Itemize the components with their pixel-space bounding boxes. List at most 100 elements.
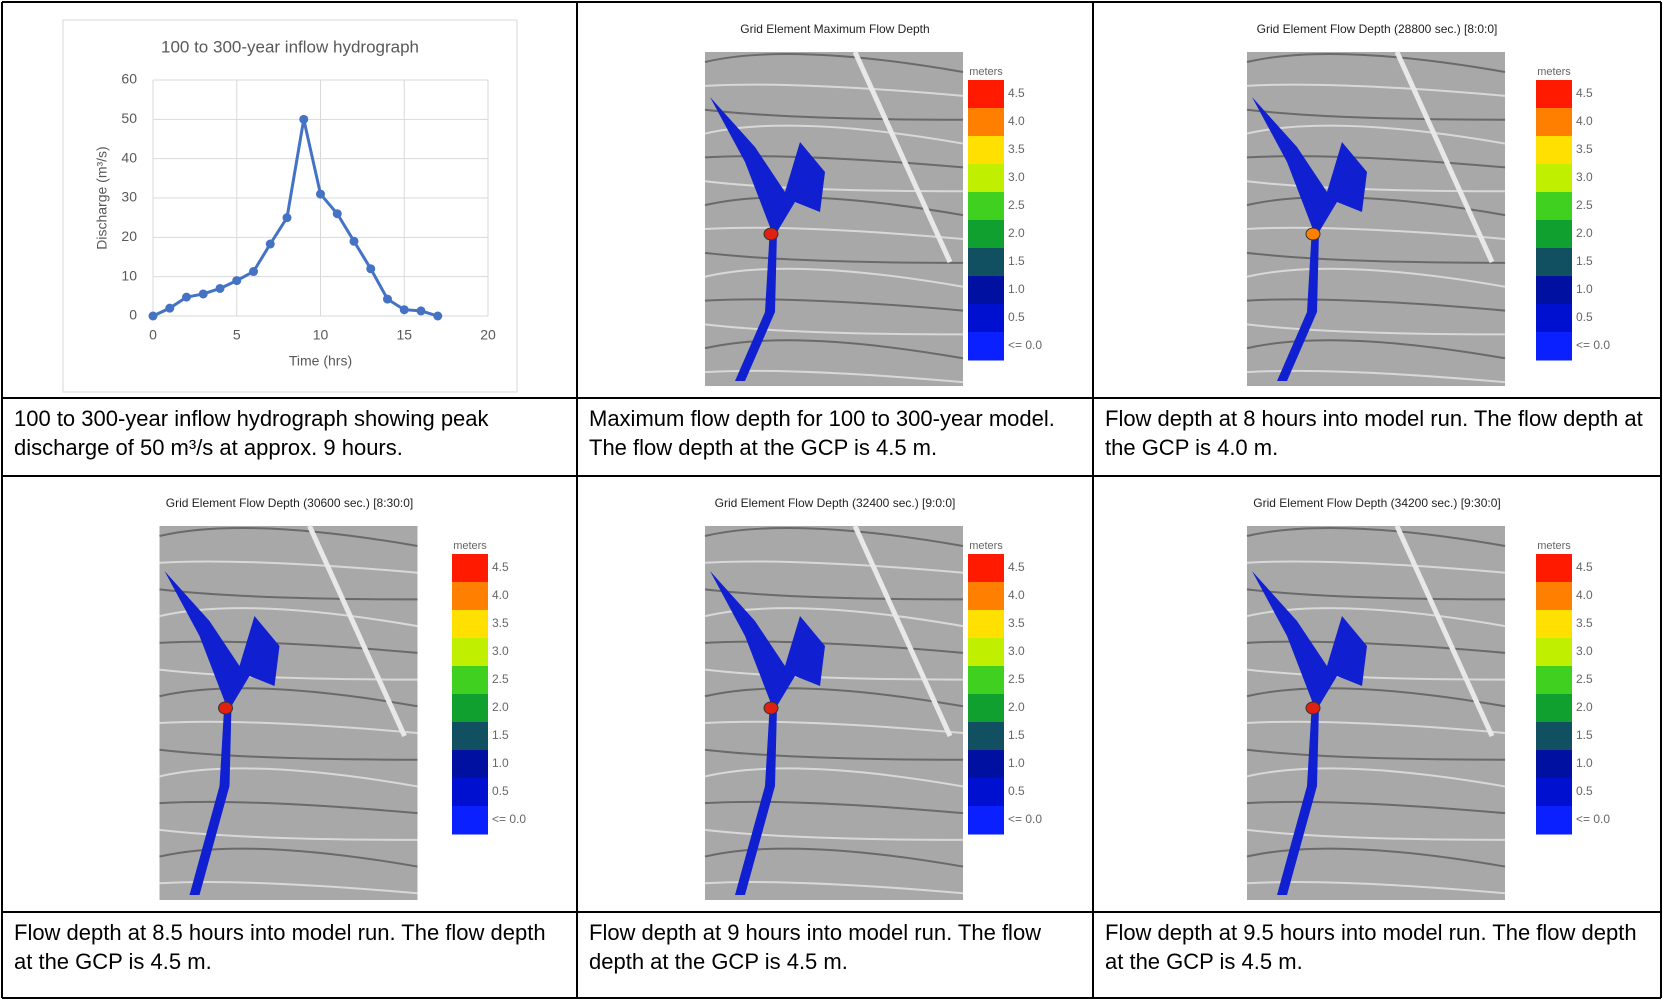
terrain-texture: [704, 560, 964, 574]
legend-label: 3.5: [1576, 142, 1593, 156]
legend-swatch: [1536, 750, 1572, 779]
legend-label: 4.0: [1008, 114, 1025, 128]
caption: 100 to 300-year inflow hydrograph showin…: [14, 406, 489, 460]
legend-label: 0.5: [1008, 310, 1025, 324]
legend-label: 0.5: [1008, 784, 1025, 798]
flow-area: [164, 571, 280, 895]
legend-title: meters: [969, 66, 1003, 78]
terrain-texture: [704, 298, 964, 312]
terrain-texture: [1246, 108, 1506, 121]
data-point: [349, 236, 359, 246]
y-tick-label: 50: [121, 110, 137, 126]
x-tick-label: 10: [313, 327, 329, 343]
legend-swatch: [1536, 722, 1572, 751]
y-tick-label: 40: [121, 149, 137, 165]
legend-swatch: [968, 694, 1004, 723]
legend-label: 3.0: [1008, 644, 1025, 658]
chart-title: 100 to 300-year inflow hydrograph: [161, 37, 419, 56]
terrain-texture: [159, 720, 418, 734]
gcp-marker: [1305, 227, 1321, 241]
legend-label: 1.5: [1576, 728, 1593, 742]
terrain-image: [159, 526, 418, 900]
legend-label: <= 0.0: [1008, 812, 1042, 826]
gcp-marker: [763, 701, 779, 715]
terrain-texture: [704, 527, 964, 547]
terrain-texture: [704, 881, 964, 895]
legend-label: 3.5: [1576, 616, 1593, 630]
legend-swatch: [968, 304, 1004, 333]
legend-label: <= 0.0: [1576, 338, 1610, 352]
legend-swatch: [452, 778, 488, 807]
y-tick-label: 10: [121, 267, 137, 283]
terrain-image: [705, 52, 963, 386]
terrain-texture: [704, 53, 964, 73]
legend-swatch: [968, 554, 1004, 583]
legend-label: 2.5: [1576, 672, 1593, 686]
terrain-texture: [704, 767, 964, 788]
terrain-texture: [159, 607, 418, 628]
data-point: [282, 213, 292, 223]
legend-swatch: [452, 638, 488, 667]
terrain-texture: [1246, 527, 1506, 547]
terrain-texture: [159, 800, 418, 815]
legend-swatch: [1536, 638, 1572, 667]
legend-swatch: [968, 582, 1004, 611]
terrain-texture: [704, 687, 964, 708]
terrain-texture: [704, 226, 964, 240]
legend-swatch: [968, 332, 1004, 361]
legend-swatch: [452, 722, 488, 751]
terrain-texture: [704, 607, 964, 628]
data-point: [182, 292, 191, 302]
data-point: [148, 311, 158, 321]
terrain-texture: [1246, 83, 1506, 97]
legend-label: 1.0: [1008, 756, 1025, 770]
map-panel: Grid Element Flow Depth (30600 sec.) [8:…: [159, 496, 526, 900]
caption: Flow depth at 9 hours into model run. Th…: [589, 920, 1042, 974]
legend-label: 2.0: [1008, 700, 1025, 714]
legend-swatch: [1536, 610, 1572, 639]
data-point: [299, 114, 309, 124]
legend-swatch: [452, 694, 488, 723]
terrain-texture: [159, 767, 418, 788]
terrain-texture: [1246, 767, 1506, 788]
highway: [852, 50, 953, 264]
map-panel: Grid Element Maximum Flow Depth meters 4.5…: [704, 22, 1042, 386]
legend-swatch: [1536, 778, 1572, 807]
terrain-texture: [1246, 267, 1506, 288]
legend-swatch: [968, 192, 1004, 221]
legend-swatch: [968, 638, 1004, 667]
legend-title: meters: [1537, 66, 1571, 78]
y-tick-label: 20: [121, 228, 137, 244]
legend-title: meters: [969, 540, 1003, 552]
legend-swatch: [452, 806, 488, 835]
highway: [1394, 50, 1495, 264]
y-tick-label: 30: [121, 189, 137, 205]
data-point: [316, 189, 325, 199]
legend-label: 3.5: [1008, 142, 1025, 156]
terrain-texture: [1246, 847, 1506, 868]
legend-swatch: [1536, 164, 1572, 193]
legend-label: 4.0: [1008, 588, 1025, 602]
highway: [1394, 524, 1495, 738]
legend-title: meters: [453, 540, 487, 552]
map-title: Grid Element Flow Depth (30600 sec.) [8:…: [166, 496, 413, 510]
terrain-image: [705, 526, 963, 900]
legend-swatch: [968, 276, 1004, 305]
data-point: [265, 239, 275, 249]
caption: Flow depth at 8.5 hours into model run. …: [14, 920, 546, 974]
terrain-texture: [159, 687, 418, 708]
legend-swatch: [1536, 554, 1572, 583]
legend-swatch: [968, 778, 1004, 807]
legend-label: 2.0: [1576, 226, 1593, 240]
legend-label: <= 0.0: [1008, 338, 1042, 352]
terrain-texture: [704, 748, 964, 761]
legend-swatch: [968, 164, 1004, 193]
terrain-texture: [1246, 226, 1506, 240]
map-title: Grid Element Flow Depth (34200 sec.) [9:…: [1253, 496, 1500, 510]
legend-swatch: [968, 806, 1004, 835]
legend-label: 2.0: [1008, 226, 1025, 240]
terrain-texture: [704, 108, 964, 121]
legend-label: 3.0: [492, 644, 509, 658]
terrain-texture: [1246, 53, 1506, 73]
data-point: [366, 264, 376, 274]
